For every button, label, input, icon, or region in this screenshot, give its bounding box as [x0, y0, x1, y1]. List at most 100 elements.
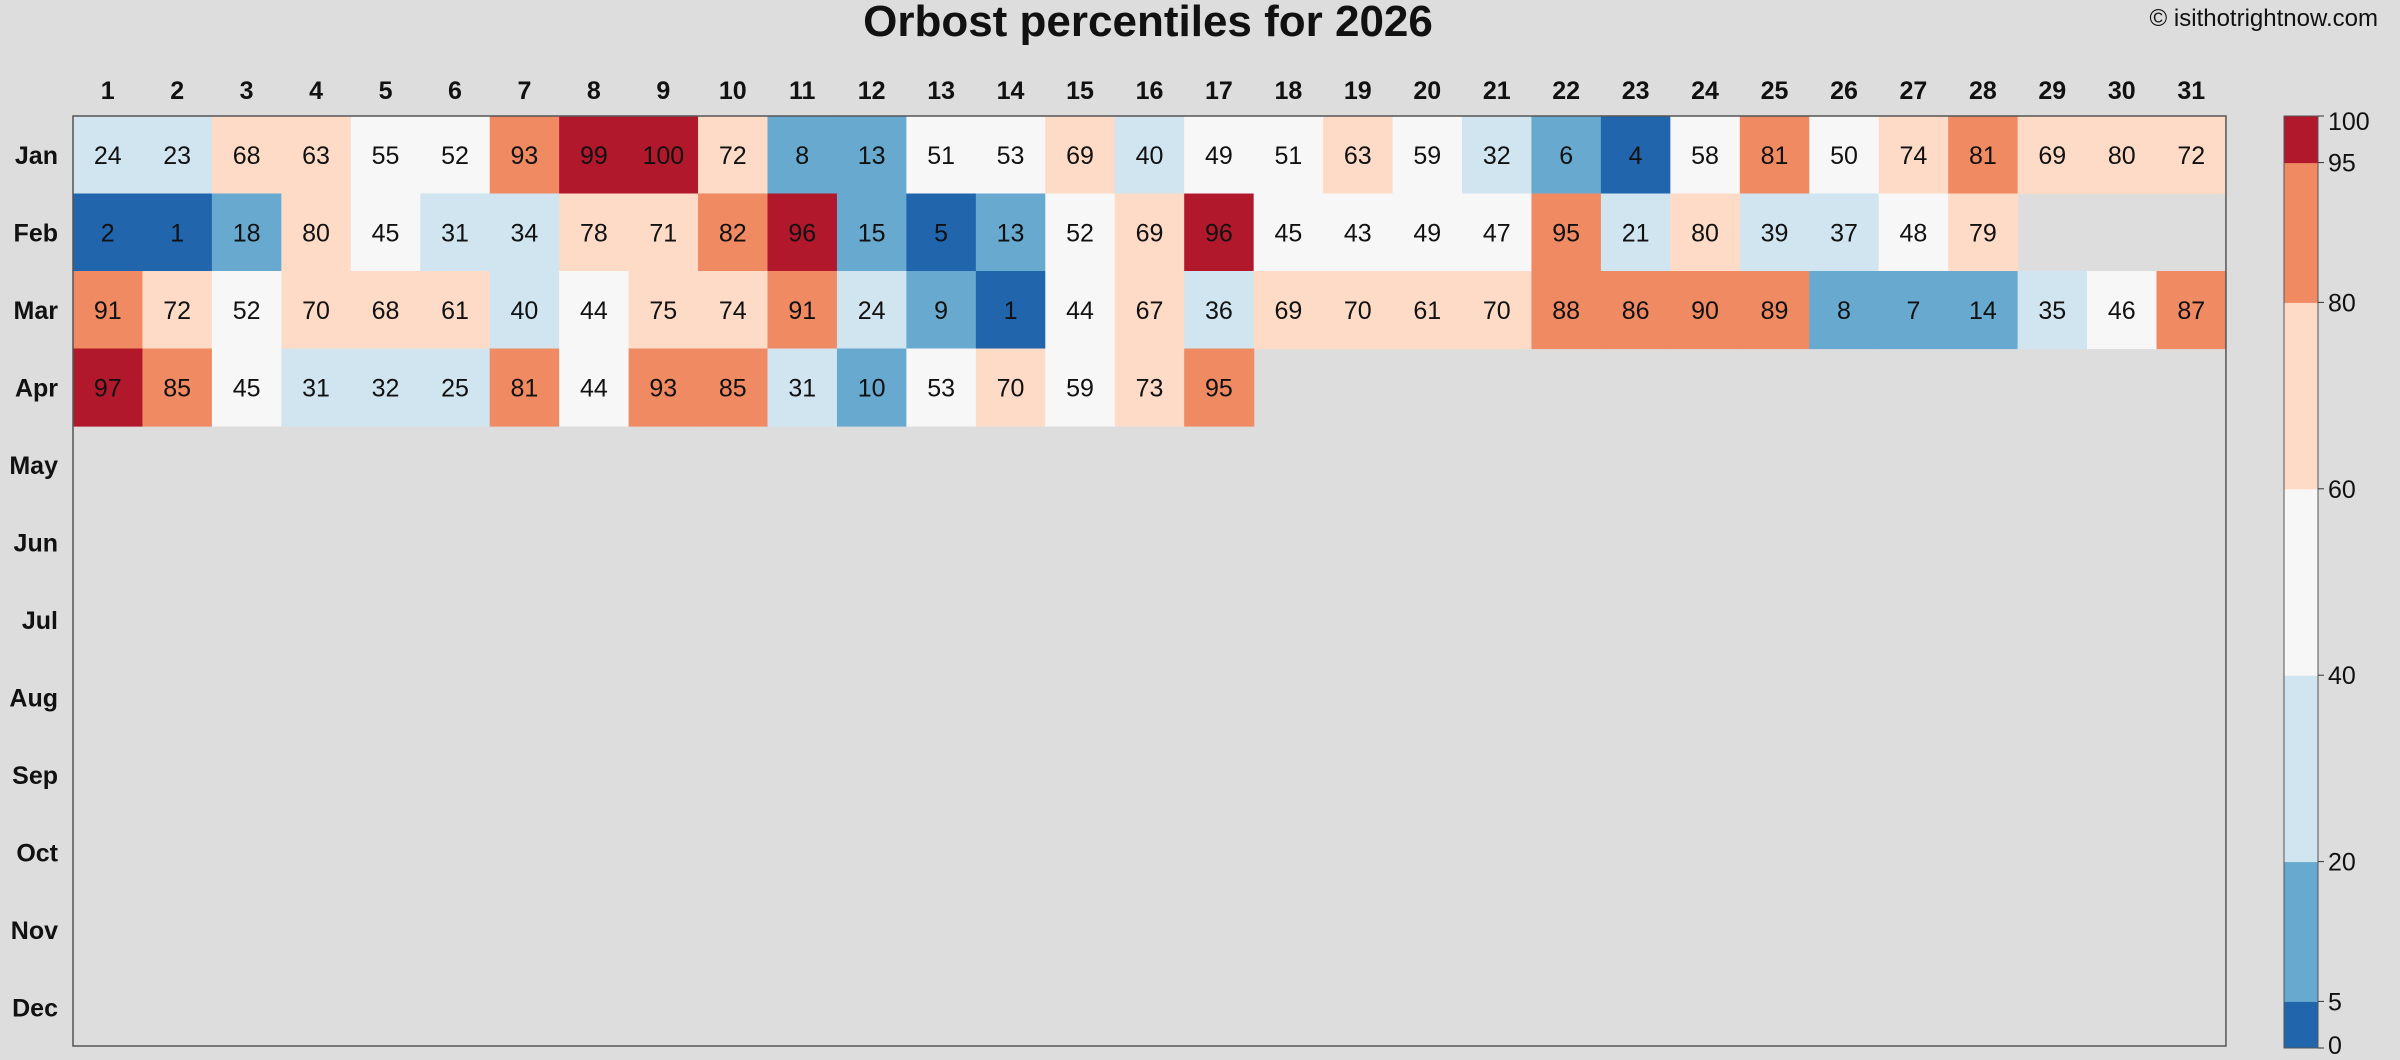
- heatmap-cell: [1114, 193, 1185, 272]
- x-tick-label: 24: [1691, 77, 1719, 105]
- cell-value-label: 24: [94, 142, 122, 170]
- cell-value-label: 36: [1205, 297, 1233, 325]
- cell-value-label: 50: [1830, 142, 1858, 170]
- y-tick-label: Feb: [14, 219, 58, 247]
- heatmap-cell: [489, 348, 560, 427]
- heatmap-cell: [767, 271, 838, 350]
- x-tick-label: 11: [789, 77, 816, 105]
- heatmap-cell: [420, 193, 491, 272]
- cell-value-label: 37: [1830, 219, 1858, 247]
- cell-value-label: 72: [2177, 142, 2205, 170]
- heatmap-cell: [906, 271, 977, 350]
- heatmap-cell: [1045, 193, 1116, 272]
- heatmap-cell: [698, 193, 769, 272]
- cell-value-label: 9: [934, 297, 948, 325]
- heatmap-cell: [1392, 271, 1463, 350]
- heatmap-cell: [211, 348, 282, 427]
- cell-value-label: 100: [642, 142, 684, 170]
- x-tick-label: 12: [858, 77, 886, 105]
- cell-value-label: 69: [1136, 219, 1164, 247]
- heatmap-cell: [73, 193, 144, 272]
- cell-value-label: 21: [1622, 219, 1650, 247]
- cell-value-label: 13: [997, 219, 1025, 247]
- heatmap-cell: [281, 193, 352, 272]
- heatmap-cell: [1878, 116, 1949, 195]
- heatmap-cell: [628, 193, 699, 272]
- heatmap-cell: [767, 193, 838, 272]
- cell-value-label: 51: [1274, 142, 1302, 170]
- heatmap-cell: [1392, 193, 1463, 272]
- heatmap-cell: [2087, 271, 2158, 350]
- heatmap-cell: [2017, 116, 2088, 195]
- cell-value-label: 91: [788, 297, 816, 325]
- heatmap-cell: [350, 271, 421, 350]
- heatmap-cell: [1670, 193, 1741, 272]
- cell-value-label: 34: [511, 219, 539, 247]
- cell-value-label: 24: [858, 297, 886, 325]
- cell-value-label: 31: [788, 374, 816, 402]
- colorbar-segment: [2284, 675, 2318, 863]
- credit-text: © isithotrightnow.com: [2149, 5, 2378, 32]
- heatmap-cell: [1114, 116, 1185, 195]
- x-tick-label: 19: [1344, 77, 1372, 105]
- heatmap-cell: [1184, 271, 1255, 350]
- cell-value-label: 2: [101, 219, 115, 247]
- heatmap-cell: [767, 348, 838, 427]
- heatmap-cell: [1739, 271, 1810, 350]
- heatmap-cell: [281, 271, 352, 350]
- cell-value-label: 85: [163, 374, 191, 402]
- cell-value-label: 8: [1837, 297, 1851, 325]
- cell-value-label: 31: [302, 374, 330, 402]
- cell-value-label: 48: [1900, 219, 1928, 247]
- cell-value-label: 74: [1900, 142, 1928, 170]
- x-tick-label: 1: [101, 77, 115, 105]
- cell-value-label: 45: [1274, 219, 1302, 247]
- cell-value-label: 31: [441, 219, 469, 247]
- heatmap-cell: [1323, 193, 1394, 272]
- heatmap-cell: [628, 348, 699, 427]
- heatmap-cell: [1809, 271, 1880, 350]
- cell-value-label: 49: [1205, 142, 1233, 170]
- cell-value-label: 69: [1066, 142, 1094, 170]
- heatmap-cell: [1739, 116, 1810, 195]
- cell-value-label: 35: [2038, 297, 2066, 325]
- cell-value-label: 91: [94, 297, 122, 325]
- heatmap-cell: [1462, 116, 1533, 195]
- heatmap-cell: [559, 193, 630, 272]
- cell-value-label: 14: [1969, 297, 1997, 325]
- cell-value-label: 39: [1761, 219, 1789, 247]
- heatmap-cell: [1253, 193, 1324, 272]
- x-tick-label: 9: [656, 77, 670, 105]
- cell-value-label: 86: [1622, 297, 1650, 325]
- x-tick-label: 10: [719, 77, 747, 105]
- heatmap-cell: [1531, 193, 1602, 272]
- cell-value-label: 40: [1136, 142, 1164, 170]
- heatmap-cell: [1739, 193, 1810, 272]
- cell-value-label: 52: [441, 142, 469, 170]
- heatmap-cell: [1878, 193, 1949, 272]
- heatmap-cell: [1878, 271, 1949, 350]
- colorbar-border: [2283, 115, 2319, 1049]
- cell-value-label: 81: [1761, 142, 1789, 170]
- cell-value-label: 79: [1969, 219, 1997, 247]
- heatmap-cell: [906, 116, 977, 195]
- y-tick-label: Jul: [22, 607, 58, 635]
- cell-value-label: 72: [163, 297, 191, 325]
- cell-value-label: 90: [1691, 297, 1719, 325]
- y-tick-label: Dec: [12, 994, 58, 1022]
- heatmap-cell: [975, 193, 1046, 272]
- cell-value-label: 45: [233, 374, 261, 402]
- x-tick-label: 16: [1136, 77, 1164, 105]
- cell-value-label: 80: [1691, 219, 1719, 247]
- cell-value-label: 68: [233, 142, 261, 170]
- heatmap-cell: [698, 271, 769, 350]
- cell-value-label: 71: [649, 219, 677, 247]
- y-tick-label: Apr: [15, 374, 58, 402]
- heatmap-cell: [906, 348, 977, 427]
- y-tick-label: Oct: [16, 839, 58, 867]
- heatmap-cell: [1114, 348, 1185, 427]
- heatmap-cell: [559, 116, 630, 195]
- cell-value-label: 45: [372, 219, 400, 247]
- cell-value-label: 44: [580, 297, 608, 325]
- cell-value-label: 99: [580, 142, 608, 170]
